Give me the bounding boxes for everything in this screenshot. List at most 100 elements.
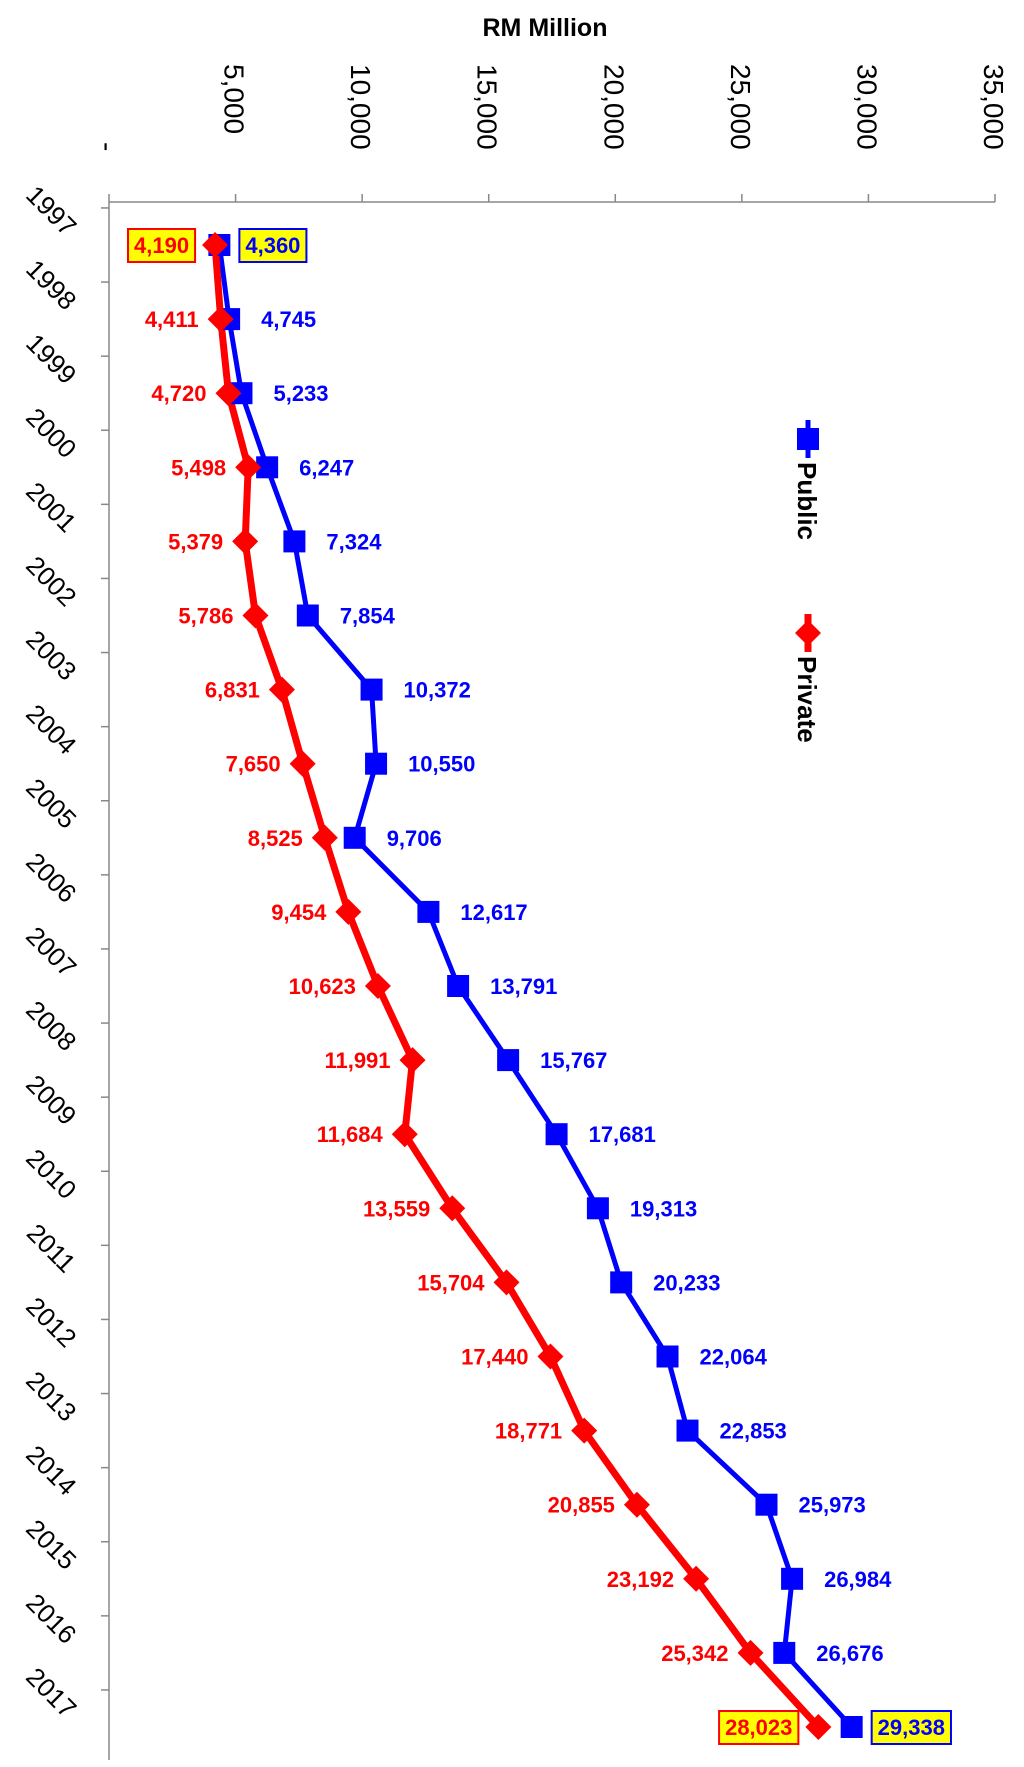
data-label-private: 23,192 [607, 1567, 674, 1592]
category-tick-label: 1998 [20, 254, 82, 316]
category-tick-label: 2001 [20, 476, 82, 538]
marker-public [360, 678, 383, 701]
category-tick-label: 2010 [20, 1143, 82, 1205]
value-tick-label: 10,000 [345, 64, 376, 150]
category-tick-label: 2008 [20, 995, 82, 1057]
data-label-public: 15,767 [540, 1048, 607, 1073]
marker-private [202, 232, 229, 258]
data-label-public: 13,791 [490, 974, 557, 999]
data-label-public: 17,681 [589, 1122, 656, 1147]
data-label-private: 4,190 [134, 233, 189, 258]
data-label-private: 7,650 [226, 752, 281, 777]
chart-title: RM Million [483, 14, 608, 42]
data-label-public: 26,676 [816, 1641, 883, 1666]
data-label-public: 7,854 [340, 604, 396, 629]
marker-public [676, 1419, 699, 1442]
marker-private [439, 1195, 466, 1222]
marker-public [365, 752, 388, 775]
data-label-private: 13,559 [363, 1196, 430, 1221]
value-tick-label: - [92, 142, 123, 151]
marker-private [399, 1047, 426, 1074]
data-label-private: 5,786 [178, 604, 233, 629]
data-label-public: 12,617 [460, 900, 527, 925]
value-tick-label: 15,000 [472, 64, 503, 150]
legend-marker-public [797, 428, 819, 450]
marker-private [289, 750, 316, 777]
data-label-private: 4,411 [145, 307, 199, 332]
marker-public [773, 1641, 796, 1664]
marker-private [493, 1269, 520, 1296]
data-label-private: 20,855 [548, 1493, 615, 1518]
marker-public [586, 1197, 609, 1220]
marker-public [256, 456, 279, 479]
data-label-public: 6,247 [299, 455, 354, 480]
marker-private [571, 1417, 598, 1444]
marker-public [283, 530, 306, 553]
value-tick-label: 5,000 [219, 64, 250, 134]
data-label-public: 7,324 [326, 529, 382, 554]
label-highlight-box [870, 1710, 952, 1745]
marker-public [610, 1271, 633, 1294]
data-label-private: 17,440 [461, 1345, 528, 1370]
marker-public [755, 1493, 778, 1516]
category-tick-label: 2011 [21, 1218, 82, 1279]
data-label-private: 6,831 [205, 678, 260, 703]
data-label-private: 9,454 [271, 900, 327, 925]
data-label-public: 5,233 [273, 381, 328, 406]
legend-label-private: Private [792, 656, 822, 743]
data-label-private: 5,498 [171, 455, 226, 480]
marker-private [335, 898, 362, 925]
marker-private [235, 454, 262, 481]
category-tick-label: 2002 [20, 550, 82, 612]
marker-private [311, 824, 338, 851]
marker-private [268, 676, 295, 703]
marker-public [447, 975, 470, 997]
legend-label-public: Public [792, 462, 822, 540]
category-tick-label: 2003 [20, 624, 82, 686]
marker-private [242, 602, 269, 629]
data-label-public: 29,338 [878, 1715, 945, 1740]
data-label-private: 11,991 [324, 1048, 390, 1073]
category-tick-label: 2017 [20, 1662, 82, 1724]
data-label-public: 25,973 [798, 1493, 865, 1518]
data-label-public: 4,745 [261, 307, 316, 332]
data-label-public: 19,313 [630, 1196, 697, 1221]
category-tick-label: 2007 [20, 921, 82, 983]
marker-private [232, 528, 259, 555]
marker-private [364, 973, 391, 999]
data-label-public: 26,984 [824, 1567, 892, 1592]
data-label-public: 10,550 [408, 752, 475, 777]
data-label-public: 22,853 [720, 1419, 787, 1444]
label-highlight-box [127, 228, 197, 263]
data-label-private: 18,771 [495, 1419, 562, 1444]
marker-private [805, 1714, 832, 1740]
category-tick-label: 2006 [20, 846, 82, 908]
marker-public [417, 900, 440, 923]
marker-private [391, 1121, 418, 1148]
data-label-private: 11,684 [317, 1122, 384, 1147]
marker-public [840, 1716, 863, 1738]
category-tick-label: 2000 [20, 402, 82, 464]
value-tick-label: 25,000 [725, 64, 756, 150]
category-tick-label: 2004 [20, 698, 82, 760]
value-tick-label: 20,000 [598, 64, 629, 150]
marker-public [781, 1567, 804, 1590]
category-tick-label: 2016 [20, 1587, 82, 1649]
category-tick-label: 2009 [20, 1069, 82, 1131]
marker-public [296, 604, 319, 627]
legend-marker-private [795, 620, 821, 646]
marker-private [623, 1491, 650, 1518]
category-tick-label: 2013 [20, 1365, 82, 1427]
data-label-private: 10,623 [289, 974, 356, 999]
marker-private [737, 1639, 764, 1666]
marker-public [656, 1345, 679, 1368]
legend: Public Private [792, 420, 822, 743]
data-label-public: 20,233 [653, 1270, 720, 1295]
category-tick-label: 1999 [20, 328, 82, 390]
data-label-public: 10,372 [404, 678, 471, 703]
data-label-private: 15,704 [417, 1270, 485, 1295]
value-tick-label: 30,000 [851, 64, 882, 150]
data-label-public: 22,064 [700, 1345, 768, 1370]
